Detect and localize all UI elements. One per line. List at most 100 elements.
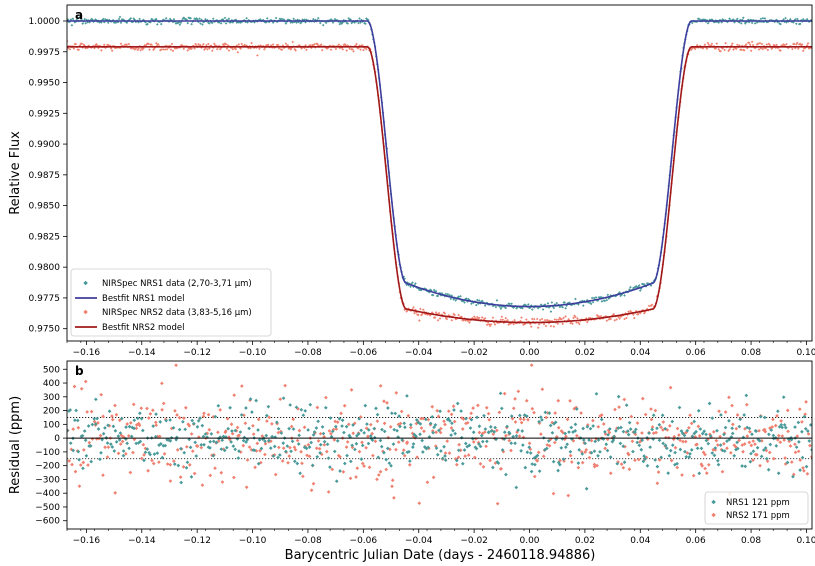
nrs2-residual-point	[87, 440, 92, 445]
nrs1-residual-point	[523, 465, 528, 470]
nrs2-data-point	[103, 43, 106, 47]
nrs2-residual-point	[601, 422, 606, 426]
nrs2-data-point	[615, 318, 618, 321]
nrs1-residual-point	[391, 442, 396, 446]
nrs1-residual-point	[706, 441, 711, 446]
nrs2-data-point	[717, 47, 721, 51]
nrs1-residual-point	[226, 426, 230, 431]
nrs2-data-point	[119, 42, 123, 46]
nrs2-residual-point	[680, 473, 684, 477]
nrs1-residual-point	[584, 486, 589, 491]
nrs2-data-point	[520, 316, 523, 319]
nrs1-residual-point	[771, 433, 776, 438]
nrs1-data-point	[463, 301, 466, 304]
nrs2-data-point	[561, 322, 564, 326]
nrs2-residual-point	[449, 412, 454, 417]
nrs2-residual-point	[265, 419, 269, 423]
nrs2-data-point	[537, 322, 541, 326]
nrs1-residual-point	[342, 430, 346, 435]
nrs2-data-point	[418, 319, 421, 322]
nrs2-residual-point	[718, 434, 722, 439]
nrs1-residual-point	[378, 438, 383, 443]
nrs2-residual-point	[536, 450, 541, 455]
nrs2-residual-point	[407, 463, 412, 467]
nrs2-data-point	[320, 48, 324, 52]
nrs1-residual-point	[398, 424, 402, 429]
nrs1-residual-point	[670, 443, 675, 448]
nrs1-data-point	[761, 16, 765, 20]
nrs2-residual-point	[481, 465, 486, 469]
nrs2-data-point	[744, 43, 748, 46]
nrs2-residual-point	[327, 429, 332, 433]
nrs2-residual-point	[276, 430, 281, 435]
nrs2-residual-point	[484, 405, 489, 410]
nrs1-residual-point	[529, 469, 534, 474]
nrs1-residual-point	[270, 434, 274, 439]
nrs2-residual-point	[216, 430, 220, 435]
nrs1-residual-point	[460, 461, 465, 466]
nrs1-residual-point	[655, 464, 660, 469]
nrs1-residual-point	[605, 448, 610, 453]
nrs1-residual-point	[477, 442, 481, 446]
nrs1-residual-point	[325, 442, 330, 447]
nrs1-residual-point	[311, 433, 316, 437]
nrs1-residual-point	[621, 429, 626, 434]
nrs1-data-point	[592, 296, 596, 300]
nrs1-residual-point	[309, 440, 314, 445]
nrs2-residual-point	[804, 400, 808, 404]
nrs1-residual-point	[608, 455, 613, 459]
nrs2-residual-point	[390, 478, 395, 483]
nrs2-data-point	[556, 322, 560, 326]
panel-a-x-tick-label: 0.08	[741, 348, 761, 358]
nrs1-residual-point	[316, 419, 320, 424]
nrs2-data-point	[489, 323, 493, 326]
nrs1-residual-point	[683, 449, 687, 454]
nrs1-residual-point	[791, 474, 795, 479]
nrs1-data-point	[796, 17, 799, 21]
nrs1-residual-point	[718, 443, 723, 447]
nrs2-data-point	[796, 47, 800, 50]
nrs2-residual-point	[748, 429, 752, 434]
nrs2-data-point	[632, 313, 635, 316]
nrs2-residual-point	[599, 413, 604, 417]
nrs2-residual-point	[77, 484, 82, 489]
nrs1-data-point	[117, 17, 121, 21]
nrs1-residual-point	[504, 472, 508, 477]
nrs2-residual-point	[253, 465, 257, 470]
nrs1-residual-point	[92, 417, 96, 421]
nrs2-residual-point	[181, 465, 186, 469]
nrs2-residual-point	[587, 455, 592, 460]
nrs1-data-point	[70, 24, 74, 27]
nrs2-residual-point	[779, 419, 783, 423]
nrs1-residual-point	[168, 439, 173, 443]
nrs2-residual-point	[626, 452, 631, 457]
nrs2-residual-point	[247, 445, 252, 449]
nrs2-data-point	[412, 306, 415, 309]
legend-nrs2-data-label: NIRSpec NRS2 data (3,83-5,16 μm)	[102, 308, 252, 318]
nrs1-residual-point	[405, 394, 409, 398]
nrs1-residual-point	[393, 411, 398, 416]
nrs2-residual-point	[419, 416, 423, 421]
nrs1-residual-point	[426, 445, 431, 450]
nrs1-residual-point	[73, 418, 77, 423]
nrs1-residual-point	[659, 455, 664, 460]
nrs2-residual-point	[168, 462, 173, 467]
nrs1-residual-point	[139, 416, 144, 421]
nrs2-residual-point	[755, 452, 759, 457]
nrs1-residual-point	[767, 432, 771, 437]
nrs2-data-point	[480, 316, 484, 319]
nrs2-data-point	[236, 50, 240, 54]
nrs2-residual-point	[458, 448, 463, 453]
panel-b-y-tick-label: −300	[35, 475, 60, 485]
nrs2-residual-point	[499, 466, 503, 471]
nrs1-data-point	[129, 17, 133, 20]
nrs1-residual-point	[90, 422, 95, 427]
nrs2-residual-point	[715, 443, 720, 447]
nrs2-residual-point	[808, 443, 812, 448]
nrs1-residual-point	[793, 425, 797, 429]
nrs1-data-point	[106, 21, 110, 25]
nrs2-residual-point	[242, 413, 246, 418]
nrs2-data-point	[796, 41, 799, 45]
nrs1-residual-point	[464, 416, 468, 421]
nrs2-residual-point	[360, 461, 365, 466]
